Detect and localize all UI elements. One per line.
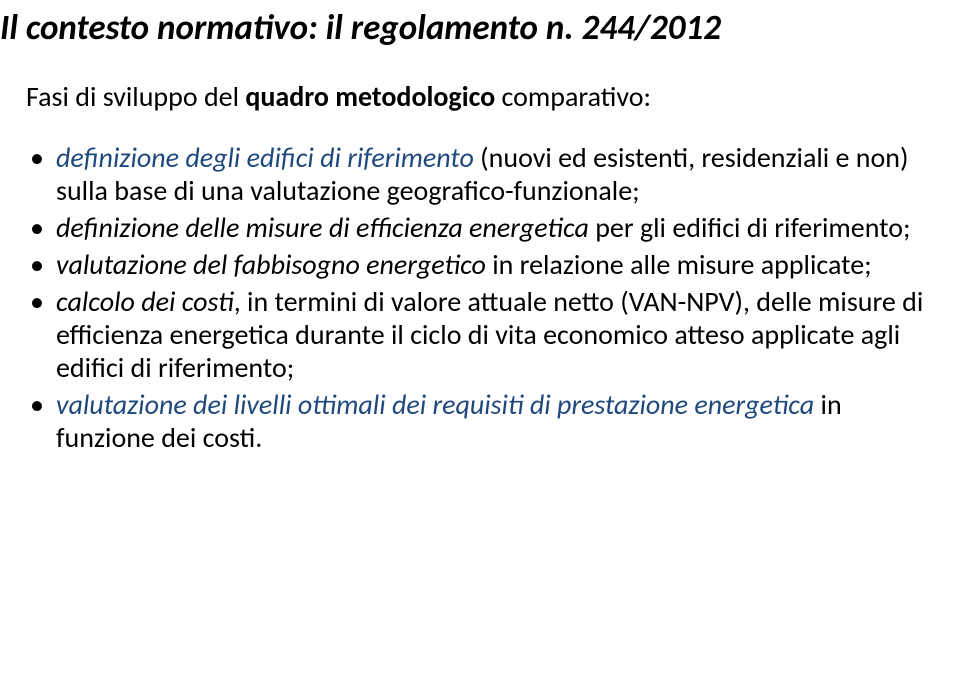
slide-title: Il contesto normativo: il regolamento n.…	[0, 8, 931, 48]
bullet-text: valutazione dei livelli ottimali dei req…	[56, 387, 821, 422]
list-item: valutazione del fabbisogno energetico in…	[26, 248, 931, 281]
slide-subtitle: Fasi di sviluppo del quadro metodologico…	[26, 82, 931, 113]
subtitle-bold: quadro metodologico	[245, 79, 495, 114]
bullet-list: definizione degli edifici di riferimento…	[26, 141, 931, 454]
bullet-text: definizione delle misure di efficienza e…	[56, 210, 595, 245]
list-item: definizione degli edifici di riferimento…	[26, 141, 931, 207]
list-item: valutazione dei livelli ottimali dei req…	[26, 388, 931, 454]
slide: Il contesto normativo: il regolamento n.…	[0, 0, 959, 688]
bullet-text: definizione degli edifici di riferimento	[56, 140, 480, 175]
bullet-text: per gli edifici di riferimento;	[595, 210, 910, 245]
list-item: definizione delle misure di efficienza e…	[26, 211, 931, 244]
bullet-text: in relazione alle misure applicate;	[492, 247, 871, 282]
bullet-text: valutazione del fabbisogno energetico	[56, 247, 492, 282]
list-item: calcolo dei costi, in termini di valore …	[26, 285, 931, 384]
subtitle-suffix: comparativo:	[495, 79, 651, 114]
bullet-text: calcolo dei costi	[56, 284, 234, 319]
subtitle-prefix: Fasi di sviluppo del	[26, 79, 245, 114]
